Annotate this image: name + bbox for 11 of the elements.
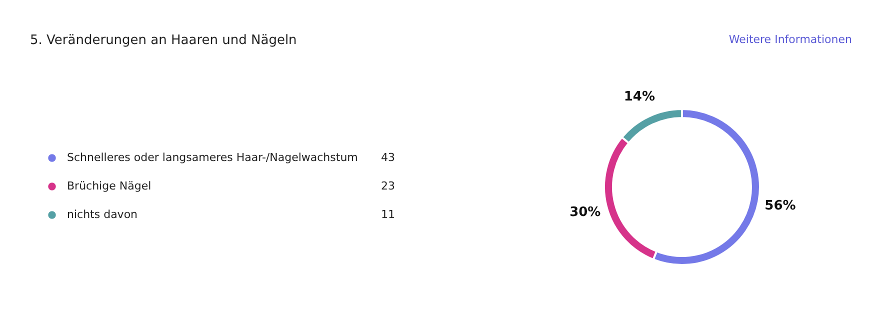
text: 11 bbox=[381, 208, 395, 221]
text: 23 bbox=[381, 180, 395, 192]
text: 43 bbox=[381, 151, 395, 164]
chart-title: 5. Veränderungen an Haaren und Nägeln bbox=[30, 33, 297, 48]
data-label: 14% bbox=[624, 90, 655, 105]
legend-label: Schnelleres oder langsameres Haar-/Nagelwachstum bbox=[67, 151, 358, 164]
data-label: 56% bbox=[764, 198, 796, 214]
data-label: 30% bbox=[570, 204, 601, 220]
legend-label: Brüchige Nägel bbox=[67, 180, 152, 192]
legend-label: nichts davon bbox=[67, 208, 138, 221]
text: Weitere Informationen bbox=[728, 33, 852, 46]
